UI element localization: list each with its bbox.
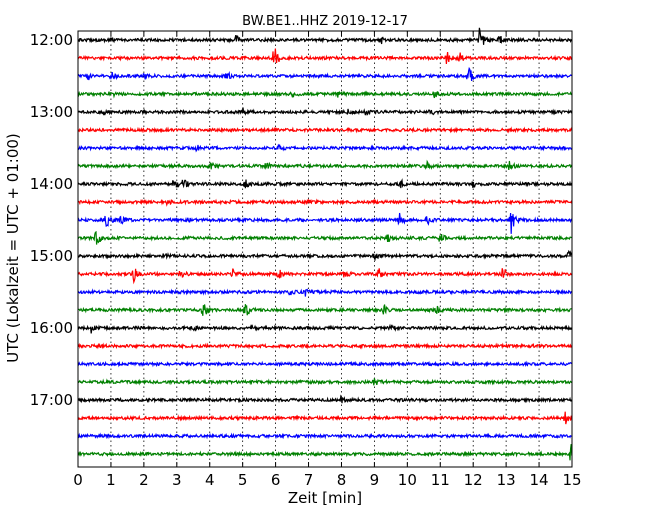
x-tick-label: 5 (238, 471, 248, 489)
x-axis-label: Zeit [min] (288, 489, 362, 507)
x-tick-label: 0 (73, 471, 83, 489)
trace-1215 (77, 48, 573, 65)
trace-1530 (77, 288, 572, 297)
trace-1715 (77, 411, 573, 425)
trace-1415 (77, 198, 573, 207)
trace-1200 (77, 27, 573, 45)
trace-1245 (77, 90, 573, 99)
x-tick-label: 2 (139, 471, 149, 489)
x-tick-label: 7 (304, 471, 314, 489)
x-tick-label: 1 (106, 471, 116, 489)
trace-1430 (77, 212, 573, 234)
y-tick-label: 12:00 (30, 31, 73, 49)
trace-1400 (77, 178, 573, 189)
x-tick-label: 9 (370, 471, 380, 489)
trace-1730 (77, 432, 572, 440)
trace-1445 (77, 230, 573, 245)
trace-1330 (77, 143, 572, 153)
y-tick-label: 17:00 (30, 391, 73, 409)
trace-1745 (77, 444, 573, 461)
x-tick-label: 8 (337, 471, 347, 489)
x-tick-label: 15 (562, 471, 581, 489)
y-axis-label: UTC (Lokalzeit = UTC + 01:00) (4, 133, 22, 363)
x-axis: 0 1 2 3 4 5 6 7 8 9 10 11 12 13 14 15 (73, 31, 582, 489)
trace-1515 (77, 268, 573, 285)
x-tick-label: 12 (464, 471, 483, 489)
y-tick-label: 13:00 (30, 103, 73, 121)
trace-1315 (77, 126, 573, 134)
x-tick-label: 6 (271, 471, 281, 489)
y-axis: 12:00 13:00 14:00 15:00 16:00 17:00 (30, 31, 572, 409)
trace-1345 (77, 159, 573, 171)
trace-1630 (77, 360, 573, 368)
x-tick-label: 4 (205, 471, 215, 489)
seismic-traces (77, 27, 573, 461)
x-tick-label: 10 (398, 471, 417, 489)
trace-1645 (77, 378, 573, 386)
x-tick-label: 14 (530, 471, 549, 489)
plot-frame (77, 30, 573, 468)
trace-1230 (77, 66, 573, 82)
trace-1700 (77, 394, 573, 404)
x-tick-label: 3 (172, 471, 182, 489)
chart-title: BW.BE1..HHZ 2019-12-17 (242, 14, 408, 29)
y-tick-label: 14:00 (30, 175, 73, 193)
x-tick-label: 13 (497, 471, 516, 489)
trace-1500 (77, 249, 573, 262)
trace-1300 (77, 107, 573, 116)
trace-1545 (77, 304, 572, 316)
y-tick-label: 15:00 (30, 247, 73, 265)
grid-lines (110, 31, 540, 467)
trace-1615 (77, 342, 573, 350)
x-tick-label: 11 (431, 471, 450, 489)
trace-1600 (77, 323, 573, 334)
y-tick-label: 16:00 (30, 319, 73, 337)
